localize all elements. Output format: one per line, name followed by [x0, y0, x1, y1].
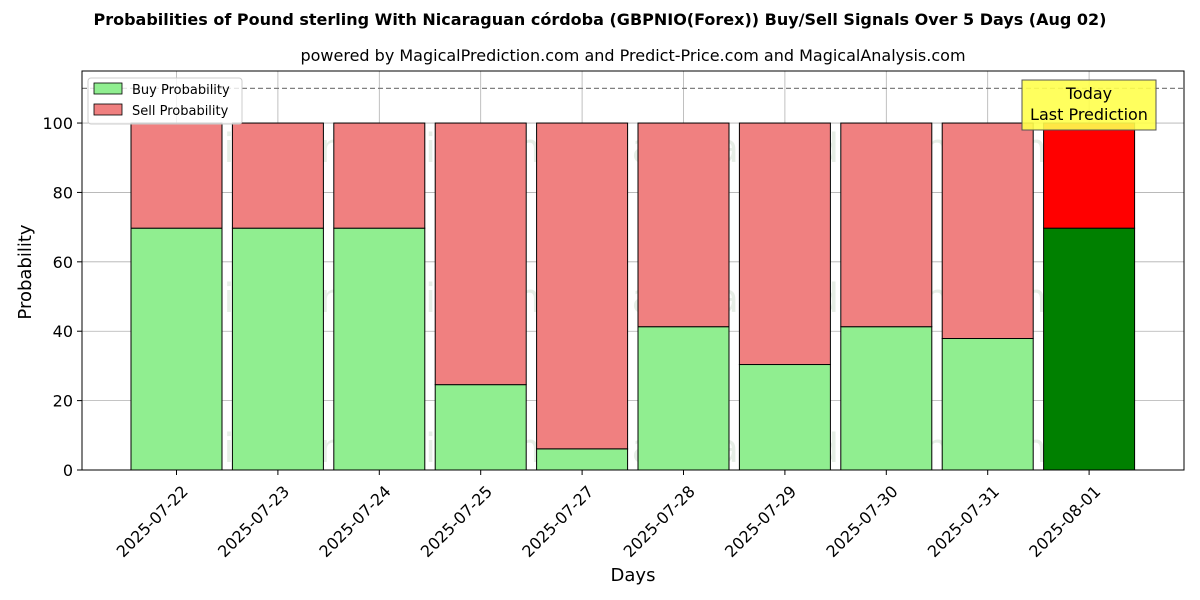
sell-bar: [536, 122, 629, 450]
x-tick-label: 2025-08-01: [1025, 482, 1104, 561]
y-axis-label: Probability: [15, 224, 36, 319]
x-tick-label: 2025-07-24: [315, 482, 394, 561]
y-tick-label: 0: [63, 461, 73, 480]
sell-bar: [1043, 122, 1136, 229]
y-tick-label: 40: [53, 322, 73, 341]
x-tick-label: 2025-07-30: [822, 482, 901, 561]
legend-buy-swatch: [93, 82, 123, 95]
sell-bar: [333, 122, 426, 229]
y-tick-label: 20: [53, 392, 73, 411]
sell-bar: [941, 122, 1034, 340]
x-tick-label: 2025-07-22: [113, 482, 192, 561]
chart-subtitle: powered by MagicalPrediction.com and Pre…: [300, 46, 966, 65]
x-tick-label: 2025-07-23: [214, 482, 293, 561]
sell-bar: [840, 122, 933, 328]
sell-bar: [637, 122, 730, 328]
today-label: Today: [1065, 84, 1112, 103]
x-tick-label: 2025-07-25: [417, 482, 496, 561]
sell-bar: [130, 122, 223, 229]
buy-bar: [738, 364, 831, 471]
buy-bar: [941, 338, 1034, 471]
buy-bar: [231, 227, 324, 471]
legend: Buy Probability Sell Probability: [87, 77, 243, 125]
x-tick-label: 2025-07-31: [924, 482, 1003, 561]
x-axis-ticks: 2025-07-22 2025-07-23 2025-07-24 2025-07-25…: [113, 470, 1104, 561]
legend-buy-label: Buy Probability: [132, 83, 230, 98]
today-annotation-box: [1021, 79, 1157, 131]
x-tick-label: 2025-07-29: [721, 482, 800, 561]
x-axis-label: Days: [611, 565, 656, 586]
legend-sell-swatch: [93, 103, 123, 116]
x-tick-label: 2025-07-28: [620, 482, 699, 561]
buy-bar: [130, 227, 223, 471]
legend-sell-label: Sell Probability: [132, 104, 229, 119]
sell-bar: [434, 122, 527, 386]
sell-bar: [231, 122, 324, 229]
buy-bar: [840, 326, 933, 471]
today-annotation: Today Last Prediction: [1021, 79, 1157, 131]
buy-bar: [637, 326, 730, 471]
last-prediction-label: Last Prediction: [1030, 105, 1148, 124]
y-tick-label: 100: [42, 114, 73, 133]
y-tick-label: 80: [53, 183, 73, 202]
plot-frame: [81, 70, 1185, 471]
y-tick-label: 60: [53, 253, 73, 272]
sell-bar: [738, 122, 831, 366]
bars: [130, 122, 1136, 471]
buy-bar: [536, 448, 629, 471]
buy-bar: [434, 384, 527, 471]
buy-bar: [333, 227, 426, 471]
x-tick-label: 2025-07-27: [518, 482, 597, 561]
y-axis-ticks: 0 20 40 60 80 100: [42, 114, 82, 480]
buy-bar: [1043, 227, 1136, 471]
chart-title: Probabilities of Pound sterling With Nic…: [93, 10, 1107, 29]
